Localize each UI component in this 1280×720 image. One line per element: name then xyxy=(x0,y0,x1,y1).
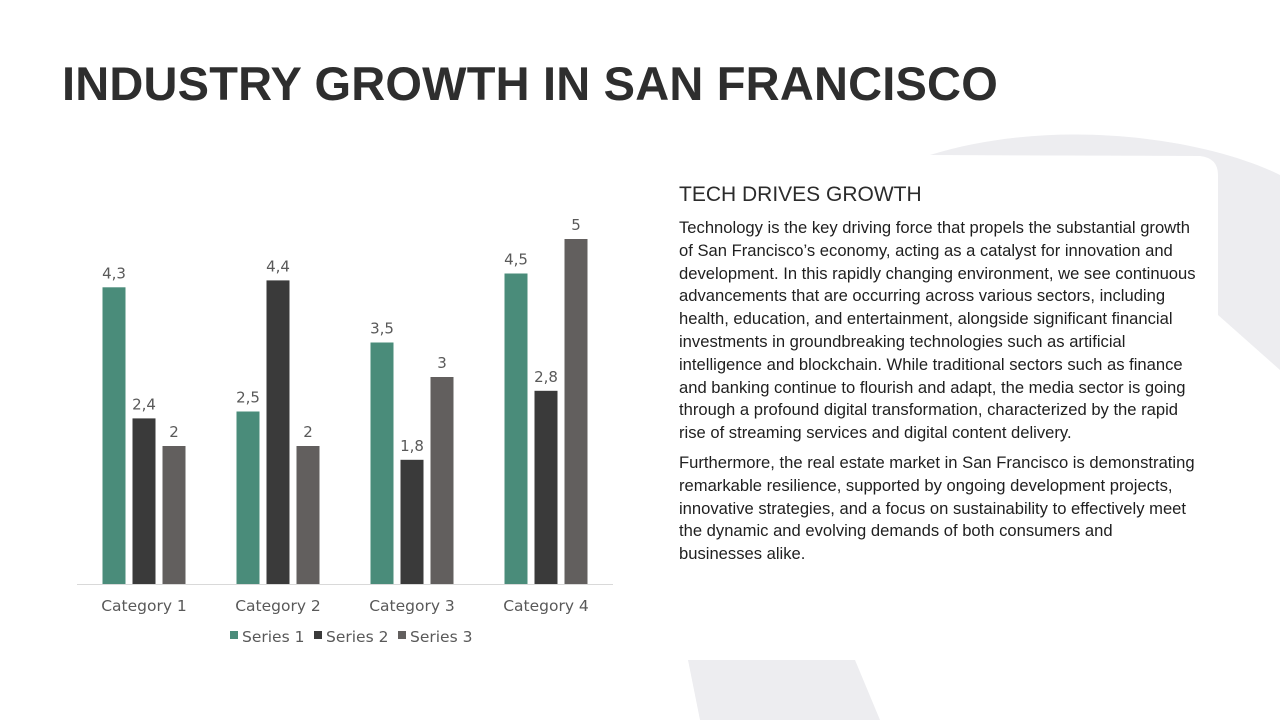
category-tick-label-4: Category 4 xyxy=(503,597,589,615)
bar-series-2-category-3 xyxy=(400,459,424,584)
bar-series-2-category-4 xyxy=(534,390,558,584)
data-label-series-1-category-4: 4,5 xyxy=(504,251,528,269)
bar-series-3-category-3 xyxy=(430,377,454,584)
data-label-series-3-category-2: 2 xyxy=(303,423,313,441)
data-label-series-1-category-3: 3,5 xyxy=(370,320,394,338)
legend-swatch-series-3 xyxy=(398,631,406,639)
bar-series-2-category-2 xyxy=(266,280,290,584)
legend-swatch-series-2 xyxy=(314,631,322,639)
data-label-series-3-category-4: 5 xyxy=(571,216,581,234)
data-label-series-2-category-4: 2,8 xyxy=(534,368,558,386)
bar-series-3-category-1 xyxy=(162,446,186,584)
bar-series-2-category-1 xyxy=(132,418,156,584)
bar-series-1-category-2 xyxy=(236,411,260,584)
text-panel: TECH DRIVES GROWTH Technology is the key… xyxy=(679,183,1199,573)
bar-series-1-category-3 xyxy=(370,342,394,584)
section-heading: TECH DRIVES GROWTH xyxy=(679,183,922,206)
bar-series-3-category-2 xyxy=(296,446,320,584)
bar-series-3-category-4 xyxy=(564,239,588,584)
category-tick-label-1: Category 1 xyxy=(101,597,187,615)
paragraph-2: Furthermore, the real estate market in S… xyxy=(679,452,1195,564)
data-label-series-3-category-1: 2 xyxy=(169,423,179,441)
legend-label-series-1: Series 1 xyxy=(242,628,304,646)
data-label-series-1-category-1: 4,3 xyxy=(102,264,126,282)
bar-series-1-category-4 xyxy=(504,273,528,584)
data-label-series-3-category-3: 3 xyxy=(437,354,447,372)
data-label-series-2-category-3: 1,8 xyxy=(400,437,424,455)
data-label-series-2-category-1: 2,4 xyxy=(132,395,156,413)
category-tick-label-2: Category 2 xyxy=(235,597,321,615)
legend-label-series-2: Series 2 xyxy=(326,628,388,646)
legend-label-series-3: Series 3 xyxy=(410,628,472,646)
slide-title: INDUSTRY GROWTH IN SAN FRANCISCO xyxy=(62,57,998,110)
data-label-series-2-category-2: 4,4 xyxy=(266,257,290,275)
data-label-series-1-category-2: 2,5 xyxy=(236,389,260,407)
legend-swatch-series-1 xyxy=(230,631,238,639)
grouped-bar-chart: 4,3 2,4 2 Category 1 2,5 4,4 2 Category 2 3,5 1,8… xyxy=(77,216,613,646)
bar-series-1-category-1 xyxy=(102,287,126,584)
paragraph-1: Technology is the key driving force that… xyxy=(679,218,1196,443)
category-tick-label-3: Category 3 xyxy=(369,597,455,615)
